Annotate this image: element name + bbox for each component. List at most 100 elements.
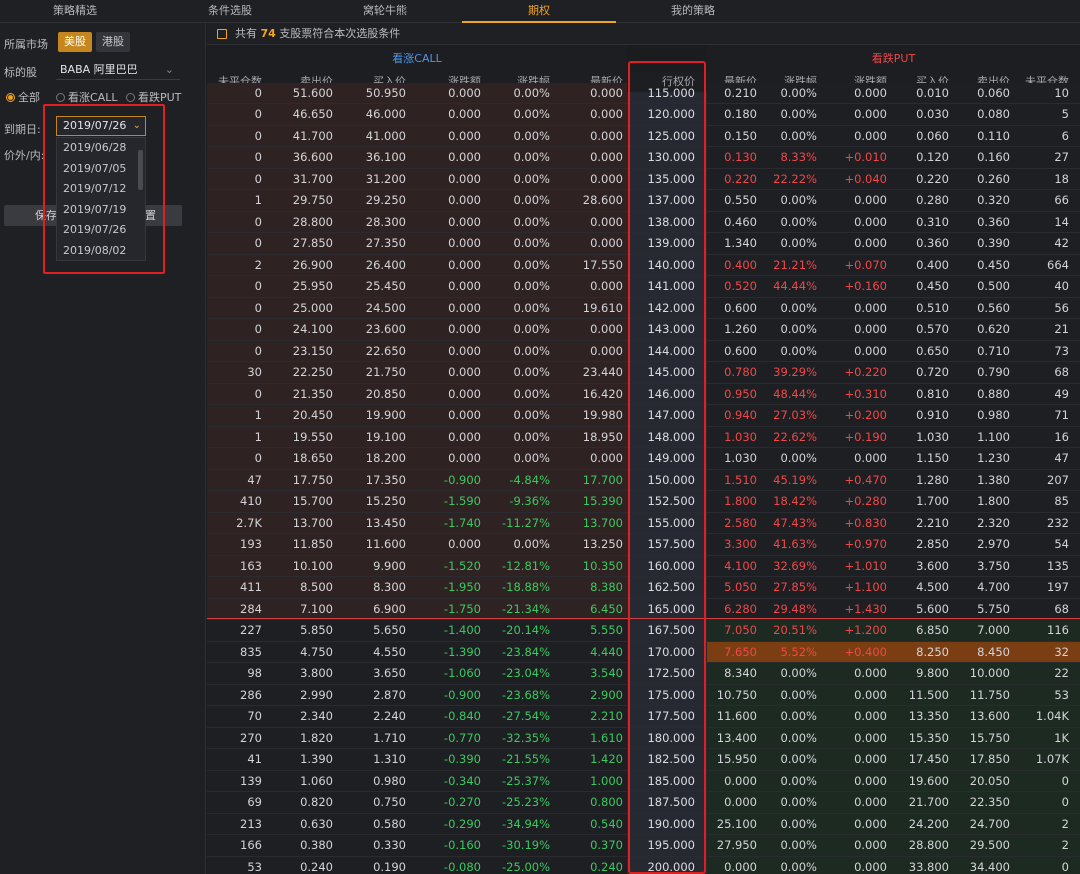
table-cell: 49	[1054, 386, 1069, 401]
table-row[interactable]: 270 1.820 1.710 -0.770 -32.35% 1.610 180.000 13…	[207, 727, 1080, 749]
tab-warrants-cbbc[interactable]: 窝轮牛熊	[363, 4, 407, 17]
table-cell: 0.600	[724, 343, 757, 358]
table-row[interactable]: 0 23.150 22.650 0.000 0.00% 0.000 144.000 0.600…	[207, 340, 1080, 362]
tab-options[interactable]: 期权	[462, 0, 616, 23]
table-cell: 22.350	[969, 795, 1010, 809]
table-cell: 0.000	[590, 171, 623, 186]
table-cell: -23.84%	[502, 644, 550, 659]
radio-call-label: 看涨CALL	[68, 91, 118, 104]
table-cell: 0.000	[854, 300, 887, 315]
table-cell: 0.800	[590, 795, 623, 809]
table-row[interactable]: 53 0.240 0.190 -0.080 -25.00% 0.240 200.000 0.0…	[207, 856, 1080, 874]
table-cell: 207	[1047, 472, 1069, 487]
expiry-option[interactable]: 2019/08/02	[63, 243, 127, 257]
table-cell: 0.00%	[780, 128, 817, 143]
table-row[interactable]: 0 28.800 28.300 0.000 0.00% 0.000 138.000 0.460…	[207, 211, 1080, 233]
table-cell: 0.320	[977, 193, 1010, 207]
table-cell: 0.000	[590, 128, 623, 143]
table-cell: 0.010	[916, 85, 949, 100]
table-cell: -9.36%	[509, 494, 550, 508]
table-cell: 34.400	[969, 859, 1010, 874]
table-row[interactable]: 0 18.650 18.200 0.000 0.00% 0.000 149.000 1.030…	[207, 448, 1080, 470]
table-cell: 0.820	[300, 795, 333, 809]
table-cell: 0.060	[916, 128, 949, 143]
table-row[interactable]: 227 5.850 5.650 -1.400 -20.14% 5.550 167.500 7.…	[207, 620, 1080, 642]
table-cell: 33.800	[908, 859, 949, 874]
table-cell: 0.00%	[513, 257, 550, 272]
table-cell: 7.650	[724, 644, 757, 659]
market-hk-button[interactable]: 港股	[96, 32, 130, 52]
table-cell: 0.500	[977, 279, 1010, 293]
table-row[interactable]: 166 0.380 0.330 -0.160 -30.19% 0.370 195.000 27…	[207, 835, 1080, 857]
table-row[interactable]: 1 20.450 19.900 0.000 0.00% 19.980 147.000 0.94…	[207, 405, 1080, 427]
table-row[interactable]: 69 0.820 0.750 -0.270 -25.23% 0.800 187.500 0.0…	[207, 792, 1080, 814]
table-cell: 172.500	[647, 666, 695, 680]
list-icon	[217, 29, 227, 39]
table-cell: 0.000	[448, 537, 481, 551]
table-row[interactable]: 0 25.950 25.450 0.000 0.00% 0.000 141.000 0.520…	[207, 276, 1080, 298]
table-cell: 15.950	[716, 752, 757, 766]
table-cell: 0.000	[854, 128, 887, 143]
stock-select[interactable]: BABA 阿里巴巴 ⌄	[56, 60, 180, 80]
table-cell: 200.000	[647, 859, 695, 874]
expiry-option[interactable]: 2019/07/19	[63, 202, 127, 216]
tab-my-strategies[interactable]: 我的策略	[671, 4, 715, 17]
table-cell: 25.000	[292, 300, 333, 315]
table-cell: 45.19%	[773, 472, 817, 487]
table-cell: 0.000	[854, 193, 887, 207]
expiry-option[interactable]: 2019/07/12	[63, 182, 127, 196]
table-cell: 177.500	[647, 709, 695, 723]
radio-all[interactable]: 全部	[6, 89, 40, 105]
table-cell: 0.180	[724, 107, 757, 121]
table-row[interactable]: 0 46.650 46.000 0.000 0.00% 0.000 120.000 0.180…	[207, 104, 1080, 126]
table-row[interactable]: 30 22.250 21.750 0.000 0.00% 23.440 145.000 0.7…	[207, 362, 1080, 384]
table-row[interactable]: 2 26.900 26.400 0.000 0.00% 17.550 140.000 0.40…	[207, 254, 1080, 276]
table-row[interactable]: 47 17.750 17.350 -0.900 -4.84% 17.700 150.000 1…	[207, 469, 1080, 491]
table-cell: 0.000	[854, 773, 887, 788]
dropdown-scrollbar[interactable]	[138, 150, 143, 190]
table-row[interactable]: 0 41.700 41.000 0.000 0.00% 0.000 125.000 0.150…	[207, 125, 1080, 147]
table-row[interactable]: 286 2.990 2.870 -0.900 -23.68% 2.900 175.000 10…	[207, 684, 1080, 706]
expiry-option[interactable]: 2019/07/26	[63, 223, 127, 237]
table-row[interactable]: 1 19.550 19.100 0.000 0.00% 18.950 148.000 1.03…	[207, 426, 1080, 448]
table-row[interactable]: 2.7K 13.700 13.450 -1.740 -11.27% 13.700 155.0…	[207, 512, 1080, 534]
table-row[interactable]: 213 0.630 0.580 -0.290 -34.94% 0.540 190.000 25…	[207, 813, 1080, 835]
table-row[interactable]: 1 29.750 29.250 0.000 0.00% 28.600 137.000 0.55…	[207, 190, 1080, 212]
table-row[interactable]: 163 10.100 9.900 -1.520 -12.81% 10.350 160.000…	[207, 555, 1080, 577]
table-row[interactable]: 193 11.850 11.600 0.000 0.00% 13.250 157.500 3.…	[207, 534, 1080, 556]
table-row[interactable]: 0 36.600 36.100 0.000 0.00% 0.000 130.000 0.130…	[207, 147, 1080, 169]
table-cell: 18.950	[582, 429, 623, 444]
tab-condition-screener[interactable]: 条件选股	[208, 4, 252, 17]
table-cell: 47	[1054, 451, 1069, 465]
table-cell: 23.150	[292, 343, 333, 358]
table-row[interactable]: 411 8.500 8.300 -1.950 -18.88% 8.380 162.500 5.…	[207, 577, 1080, 599]
table-row[interactable]: 0 21.350 20.850 0.000 0.00% 16.420 146.000 0.95…	[207, 383, 1080, 405]
table-cell: 0.000	[448, 171, 481, 186]
table-row[interactable]: 410 15.700 15.250 -1.590 -9.36% 15.390 152.500…	[207, 491, 1080, 513]
market-us-button[interactable]: 美股	[58, 32, 92, 52]
table-row[interactable]: 835 4.750 4.550 -1.390 -23.84% 4.440 170.000 7.…	[207, 641, 1080, 663]
table-row[interactable]: 0 25.000 24.500 0.000 0.00% 19.610 142.000 0.60…	[207, 297, 1080, 319]
table-row[interactable]: 0 51.600 50.950 0.000 0.00% 0.000 115.000 0.210…	[207, 82, 1080, 104]
table-cell: 270	[240, 730, 262, 745]
table-row[interactable]: 139 1.060 0.980 -0.340 -25.37% 1.000 185.000 0.…	[207, 770, 1080, 792]
table-row[interactable]: 98 3.800 3.650 -1.060 -23.04% 3.540 172.500 8.3…	[207, 663, 1080, 685]
table-row[interactable]: 41 1.390 1.310 -0.390 -21.55% 1.420 182.500 15.…	[207, 749, 1080, 771]
table-row[interactable]: 0 24.100 23.600 0.000 0.00% 0.000 143.000 1.260…	[207, 319, 1080, 341]
table-row[interactable]: 0 31.700 31.200 0.000 0.00% 0.000 135.000 0.220…	[207, 168, 1080, 190]
table-cell: 0.00%	[780, 85, 817, 100]
table-cell: 0.510	[916, 300, 949, 315]
table-row[interactable]: 70 2.340 2.240 -0.840 -27.54% 2.210 177.500 11.…	[207, 706, 1080, 728]
table-cell: 11.500	[908, 687, 949, 702]
table-cell: 29.48%	[773, 601, 817, 616]
table-cell: 120.000	[647, 107, 695, 121]
expiry-option[interactable]: 2019/07/05	[63, 161, 127, 175]
table-row[interactable]: 0 27.850 27.350 0.000 0.00% 0.000 139.000 1.340…	[207, 233, 1080, 255]
tab-strategy-picks[interactable]: 策略精选	[53, 4, 97, 17]
radio-call[interactable]: 看涨CALL	[56, 89, 117, 105]
expiry-select[interactable]: 2019/07/26 ⌄	[56, 116, 146, 136]
table-row[interactable]: 284 7.100 6.900 -1.750 -21.34% 6.450 165.000 6.…	[207, 598, 1080, 620]
expiry-option[interactable]: 2019/06/28	[63, 141, 127, 154]
table-cell: 0.00%	[513, 386, 550, 401]
radio-put[interactable]: 看跌PUT	[126, 89, 181, 105]
